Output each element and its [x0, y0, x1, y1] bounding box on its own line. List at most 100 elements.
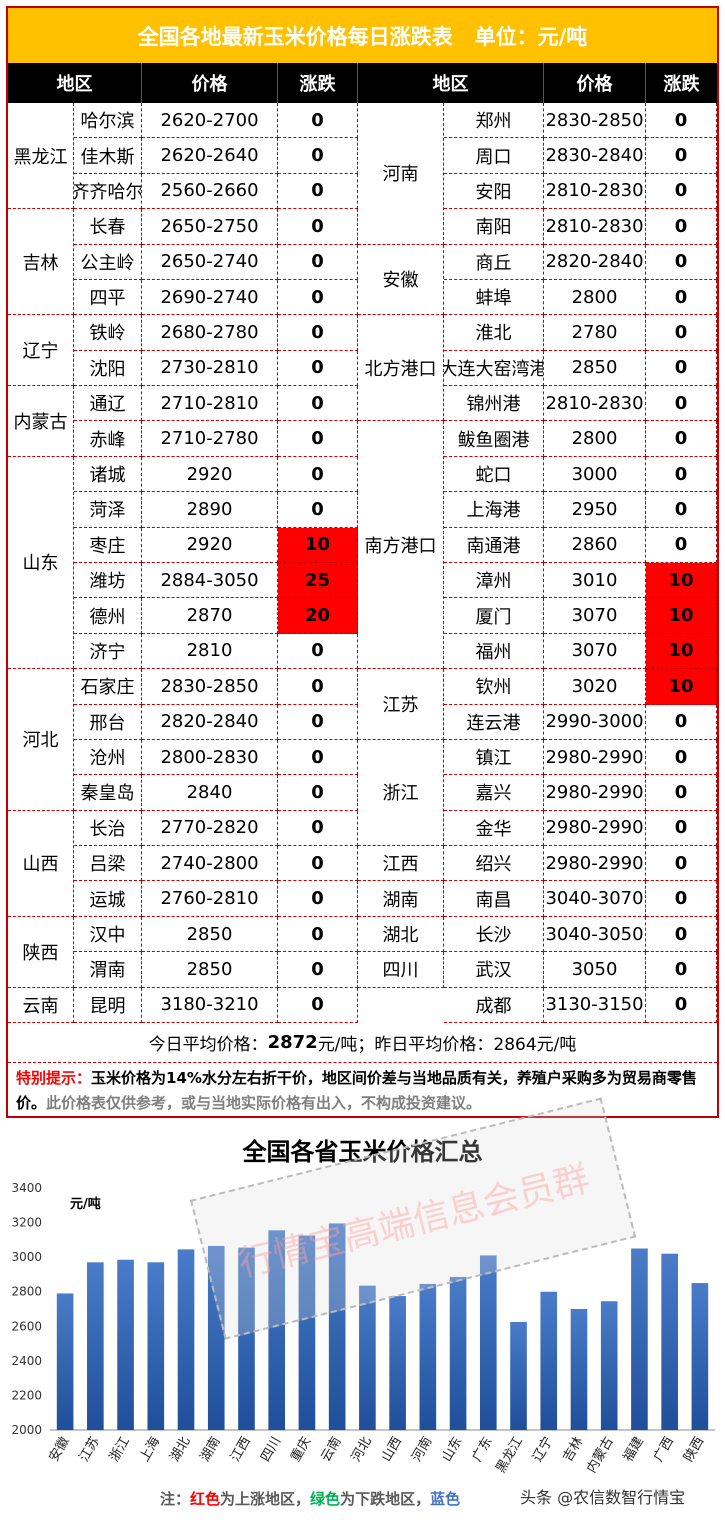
left-province: 云南 [8, 987, 74, 1023]
left-city: 赤峰 [74, 421, 142, 457]
right-price: 2830-2840 [544, 138, 646, 174]
left-change: 0 [278, 350, 358, 387]
right-change: 0 [646, 279, 717, 316]
avg-today-value: 2872 [267, 1032, 318, 1053]
x-tick-label: 山东 [440, 1435, 466, 1465]
chart-svg: 2000 2200 2400 2600 2800 3000 3200 3400 元/吨安徽 江苏浙… [11, 1181, 715, 1476]
right-city: 钦州 [444, 669, 544, 705]
average-price-line: 今日平均价格： 2872 元/吨；昨日平均价格： 2864元/吨 [8, 1023, 717, 1063]
x-tick-label: 河北 [349, 1435, 375, 1465]
right-price: 2950 [544, 492, 646, 528]
right-province: 湖北 [358, 916, 444, 953]
bar [238, 1247, 255, 1430]
right-change: 0 [646, 103, 717, 139]
right-province: 南方港口 [358, 421, 444, 670]
left-price: 2920 [142, 527, 278, 563]
left-change: 0 [278, 103, 358, 139]
left-price: 2850 [142, 952, 278, 988]
right-change: 0 [646, 350, 717, 387]
x-tick-label: 安徽 [47, 1435, 73, 1465]
right-city: 大连大窑湾港 [444, 350, 544, 387]
left-city: 运城 [74, 881, 142, 917]
bar [449, 1277, 467, 1430]
left-change: 0 [278, 881, 358, 917]
header-region-right: 地区 [358, 63, 544, 103]
left-city: 渭南 [74, 952, 142, 988]
left-change: 0 [278, 633, 358, 670]
right-province: 河南 [358, 103, 444, 245]
right-change: 0 [646, 492, 717, 528]
right-price: 2800 [544, 421, 646, 457]
right-price: 2860 [544, 527, 646, 563]
bar [540, 1291, 558, 1430]
left-change: 0 [278, 987, 358, 1023]
right-province: 浙江 [358, 739, 444, 847]
right-city: 连云港 [444, 704, 544, 740]
right-price: 2990-3000 [544, 704, 646, 740]
left-change: 0 [278, 138, 358, 174]
note-disclaimer: 此价格表仅供参考，或与当地实际价格有出入，不构成投资建议。 [46, 1094, 482, 1112]
right-change: 0 [646, 987, 717, 1023]
right-change: 10 [646, 669, 717, 705]
left-city: 齐齐哈尔 [74, 173, 142, 210]
source-watermark: 头条 @农信数智行情宝 [520, 1488, 686, 1507]
right-change: 0 [646, 952, 717, 988]
x-tick-label: 广西 [651, 1435, 677, 1465]
right-city: 南昌 [444, 881, 544, 917]
left-province: 山西 [8, 810, 74, 917]
left-change: 0 [278, 810, 358, 847]
bar [359, 1285, 376, 1430]
x-tick-label: 内蒙古 [583, 1434, 616, 1476]
left-change: 0 [278, 386, 358, 422]
left-city: 佳木斯 [74, 138, 142, 174]
right-price: 2820-2840 [544, 244, 646, 280]
left-change: 0 [278, 952, 358, 988]
left-province: 山东 [8, 456, 74, 670]
avg-today-unit: 元/吨；昨日平均价格： [317, 1035, 494, 1055]
right-province: 江西 [358, 846, 444, 882]
left-change: 0 [278, 669, 358, 705]
x-tick-label: 黑龙江 [493, 1435, 525, 1476]
left-city: 哈尔滨 [74, 103, 142, 139]
bar [419, 1283, 437, 1430]
note-label: 特别提示： [16, 1069, 92, 1087]
bar [298, 1235, 316, 1430]
right-city: 长沙 [444, 916, 544, 953]
bar [328, 1223, 346, 1430]
price-chart: 全国各省玉米价格汇总 2000 2200 2400 2600 2800 3000 3200 3… [0, 1122, 725, 1520]
left-province: 黑龙江 [8, 103, 74, 210]
right-change: 0 [646, 704, 717, 740]
left-price: 2920 [142, 456, 278, 493]
y-tick-label: 2000 [11, 1423, 42, 1437]
right-change: 0 [646, 386, 717, 422]
right-price: 3040-3070 [544, 881, 646, 917]
right-city: 武汉 [444, 952, 544, 988]
left-price: 2620-2700 [142, 103, 278, 139]
left-city: 四平 [74, 279, 142, 316]
right-change: 0 [646, 209, 717, 245]
right-price: 2980-2990 [544, 739, 646, 776]
left-change: 0 [278, 492, 358, 528]
y-tick-label: 3000 [11, 1250, 42, 1264]
right-city: 淮北 [444, 315, 544, 351]
left-price: 2560-2660 [142, 173, 278, 210]
right-change: 0 [646, 315, 717, 351]
left-city: 沧州 [74, 739, 142, 776]
left-change: 0 [278, 456, 358, 493]
right-change: 0 [646, 527, 717, 563]
right-province: 四川 [358, 952, 444, 988]
left-change: 0 [278, 421, 358, 457]
legend-red: 红色 [190, 1490, 221, 1508]
table-title: 全国各地最新玉米价格每日涨跌表 单位：元/吨 [8, 8, 717, 63]
y-tick-label: 2800 [11, 1285, 42, 1299]
right-change: 10 [646, 598, 717, 634]
right-city: 成都 [444, 987, 544, 1023]
bar [147, 1262, 165, 1430]
left-city: 长春 [74, 209, 142, 245]
left-city: 通辽 [74, 386, 142, 422]
header-change-right: 涨跌 [663, 74, 700, 95]
bar [56, 1293, 74, 1430]
right-price: 2780 [544, 315, 646, 351]
right-city: 福州 [444, 633, 544, 670]
header-change-left: 涨跌 [278, 63, 358, 103]
